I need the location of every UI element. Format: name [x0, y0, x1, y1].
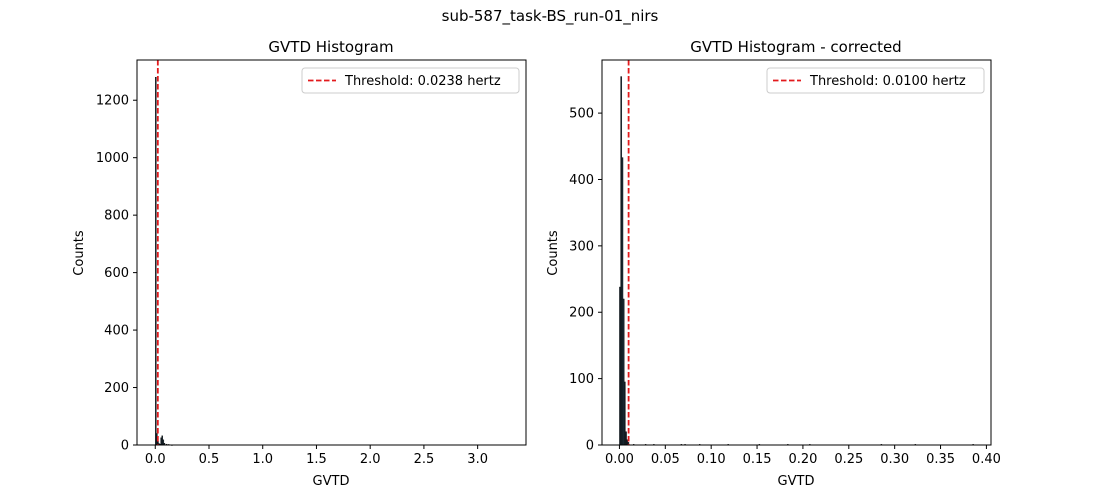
right-y-tick-label-3: 300	[569, 239, 594, 254]
left-x-tick-label-6: 3.0	[467, 452, 488, 467]
right-histogram-bars	[619, 76, 974, 446]
left-y-tick-label-0: 0	[121, 439, 129, 454]
right-x-ticks: 0.00 0.05 0.10 0.15 0.20 0.25 0.30 0.35 0.40	[605, 445, 1001, 467]
left-y-tick-label-1: 200	[104, 381, 129, 396]
right-x-tick-label-7: 0.35	[926, 452, 955, 467]
right-x-tick-label-4: 0.20	[788, 452, 817, 467]
right-x-tick-label-5: 0.25	[834, 452, 863, 467]
right-x-tick-label-2: 0.10	[697, 452, 726, 467]
right-y-tick-label-5: 500	[569, 107, 594, 122]
left-y-tick-label-2: 400	[104, 324, 129, 339]
left-x-ticks: 0.0 0.5 1.0 1.5 2.0 2.5 3.0	[145, 445, 488, 467]
right-histogram-panel: GVTD Histogram - corrected GVTD Counts 0…	[546, 38, 1001, 489]
left-y-tick-label-6: 1200	[96, 94, 129, 109]
right-x-tick-label-8: 0.40	[972, 452, 1001, 467]
left-y-tick-label-3: 600	[104, 266, 129, 281]
left-legend-box	[301, 67, 520, 94]
left-y-tick-label-5: 1000	[96, 151, 129, 166]
right-y-axis-label: Counts	[546, 230, 561, 276]
right-legend-box	[766, 67, 985, 94]
left-y-tick-label-4: 800	[104, 209, 129, 224]
left-axes-frame	[136, 59, 527, 446]
left-y-axis-label: Counts	[72, 230, 87, 276]
right-x-tick-label-3: 0.15	[743, 452, 772, 467]
left-x-tick-label-3: 1.5	[306, 452, 327, 467]
left-legend-label: Threshold: 0.0238 hertz	[344, 74, 501, 89]
left-legend: Threshold: 0.0238 hertz	[301, 67, 520, 94]
left-x-tick-label-4: 2.0	[360, 452, 381, 467]
right-panel-title: GVTD Histogram - corrected	[690, 38, 901, 56]
left-x-tick-label-2: 1.0	[252, 452, 273, 467]
left-panel-title: GVTD Histogram	[268, 38, 393, 56]
right-legend: Threshold: 0.0100 hertz	[766, 67, 985, 94]
right-y-tick-label-0: 0	[586, 439, 594, 454]
right-y-tick-label-2: 200	[569, 306, 594, 321]
left-y-ticks: 0 200 400 600 800 1000 1200	[96, 94, 137, 454]
right-x-tick-label-1: 0.05	[651, 452, 680, 467]
left-x-axis-label: GVTD	[313, 474, 350, 489]
right-x-tick-label-0: 0.00	[605, 452, 634, 467]
right-y-tick-label-4: 400	[569, 173, 594, 188]
right-x-tick-label-6: 0.30	[880, 452, 909, 467]
left-histogram-bar-0	[155, 77, 157, 446]
right-x-axis-label: GVTD	[778, 474, 815, 489]
right-legend-label: Threshold: 0.0100 hertz	[809, 74, 966, 89]
right-y-tick-label-1: 100	[569, 372, 594, 387]
left-x-tick-label-1: 0.5	[199, 452, 220, 467]
left-histogram-panel: GVTD Histogram GVTD Counts 0.0 0.5 1.0 1.5 2…	[72, 38, 527, 489]
right-axes-frame	[601, 59, 992, 446]
right-y-ticks: 0 100 200 300 400 500	[569, 107, 602, 454]
left-x-tick-label-5: 2.5	[414, 452, 435, 467]
figure-suptitle: sub-587_task-BS_run-01_nirs	[442, 7, 659, 26]
left-x-tick-label-0: 0.0	[145, 452, 166, 467]
